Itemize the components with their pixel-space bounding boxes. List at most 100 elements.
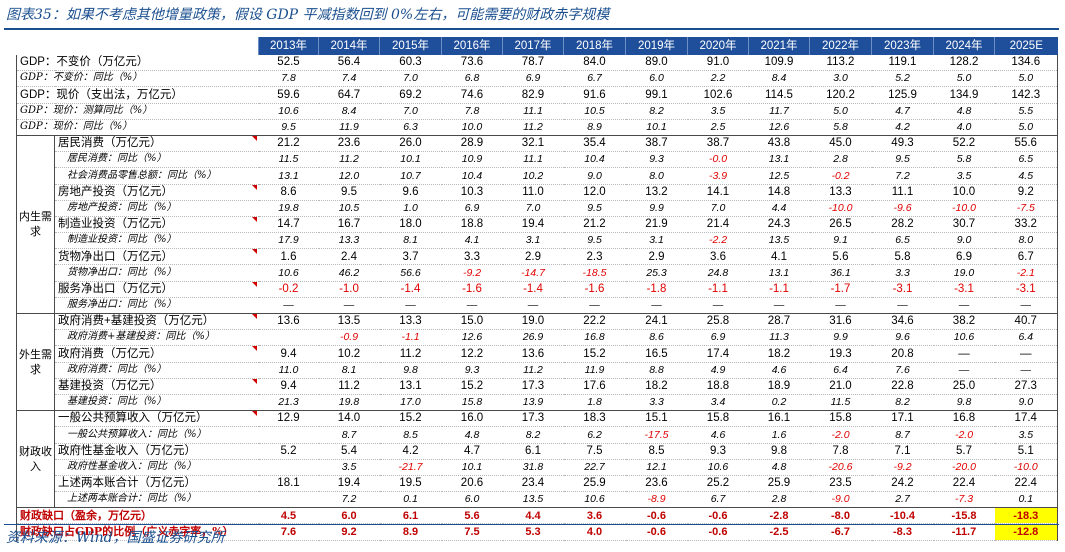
value-cell: 11.5 [809,394,872,412]
group-label-domestic: 内生需求 [16,134,55,315]
value-cell: 28.9 [441,134,503,153]
value-cell: -2.5 [748,523,810,541]
value-cell: 5.0 [809,103,872,120]
row-label: 一般公共预算收入：同比（%） [54,426,259,444]
year-header: 2014年 [318,37,380,55]
value-cell: 3.5 [994,426,1058,444]
value-cell: 13.6 [502,345,564,363]
value-cell: 2.7 [871,491,934,509]
value-cell: 64.7 [318,86,380,104]
value-cell: -10.0 [994,459,1058,476]
value-cell: 13.2 [625,184,688,201]
value-cell: 9.8 [748,443,810,460]
value-cell: 4.1 [748,248,810,266]
value-cell: 73.6 [441,55,503,72]
value-cell: 13.6 [258,312,319,331]
value-cell: 7.2 [318,491,380,509]
value-cell: 12.1 [625,459,688,476]
value-cell: 12.2 [441,345,503,363]
value-cell: 4.8 [748,459,810,476]
value-cell: 12.0 [563,184,626,201]
value-cell: 8.1 [379,232,442,250]
value-cell: 4.5 [258,507,319,525]
value-cell: -10.0 [809,200,872,217]
value-cell: 9.3 [625,151,688,169]
value-cell: 10.1 [441,459,503,476]
value-cell: 11.2 [379,345,442,363]
value-cell: 2.5 [687,119,749,136]
value-cell: 10.9 [441,151,503,169]
row-label: 政府消费（万亿元） [54,345,259,363]
value-cell: 18.2 [748,345,810,363]
value-cell: — [625,297,688,315]
value-cell: 18.0 [379,216,442,234]
value-cell: 4.4 [748,200,810,217]
value-cell: 3.3 [871,264,934,282]
value-cell: -9.0 [809,491,872,509]
value-cell: 8.2 [625,103,688,120]
value-cell: 19.8 [318,394,380,412]
value-cell: 18.3 [563,410,626,428]
value-cell: 1.6 [258,248,319,266]
value-cell: 15.0 [441,312,503,331]
value-cell: 11.9 [563,362,626,379]
value-cell: 8.5 [625,443,688,460]
value-cell: — [687,297,749,315]
value-cell: 45.0 [809,134,872,153]
value-cell: 82.9 [502,86,564,104]
value-cell: 20.8 [871,345,934,363]
value-cell: 19.5 [379,475,442,493]
value-cell: — [809,297,872,315]
value-cell: 9.6 [379,184,442,201]
value-cell: 4.2 [379,443,442,460]
row-label: 财政缺口占GDP的比例（广义赤字率，%） [16,523,259,541]
value-cell: 11.2 [318,151,380,169]
value-cell: 18.2 [625,378,688,395]
value-cell: 4.6 [687,426,749,444]
value-cell: 19.3 [809,345,872,363]
value-cell: 7.0 [502,200,564,217]
value-cell: 5.0 [933,70,995,88]
table-row: 一般公共预算收入：同比（%） 8.7 8.5 4.8 8.2 6.2 -17.5 4.6 1.6… [17,426,1058,444]
value-cell: 109.9 [748,55,810,72]
value-cell: 15.2 [563,345,626,363]
value-cell: 8.0 [625,167,688,185]
value-cell: 9.1 [809,232,872,250]
value-cell: 9.5 [258,119,319,136]
value-cell: -6.7 [809,523,872,541]
value-cell: 5.6 [441,507,503,525]
value-cell [258,491,319,509]
value-cell: 12.5 [748,167,810,185]
value-cell: 18.8 [687,378,749,395]
row-label: 制造业投资（万亿元） [54,216,259,234]
year-header: 2025E [994,37,1058,55]
value-cell: 10.6 [563,491,626,509]
table-row: 政府消费+基建投资：同比（%） -0.9 -1.1 12.6 26.9 16.8 8.6 6.… [17,329,1058,347]
chart-title: 图表35：如果不考虑其他增量政策，假设 GDP 平减指数回到 0%左右，可能需要… [6,7,610,23]
value-cell: 13.3 [379,312,442,331]
value-cell: 27.3 [994,378,1058,395]
value-cell: 8.7 [318,426,380,444]
value-cell: 10.4 [441,167,503,185]
value-cell: 91.0 [687,55,749,72]
table-row: GDP：不变价（万亿元） 52.5 56.4 60.3 73.6 78.7 84.0 89.0… [16,55,1058,72]
value-cell: -8.9 [625,491,688,509]
value-cell: 6.9 [441,200,503,217]
value-cell: -1.0 [318,281,380,298]
value-cell: 8.7 [871,426,934,444]
value-cell: — [994,297,1058,315]
year-header: 2013年 [258,37,319,55]
value-cell: 21.0 [809,378,872,395]
value-cell: -0.6 [687,507,749,525]
value-cell: 24.2 [871,475,934,493]
value-cell: -12.8 [994,523,1058,541]
value-cell: 23.6 [625,475,688,493]
table-row: 房地产投资：同比（%） 19.8 10.5 1.0 6.9 7.0 9.5 9.9 7.0 4.4… [17,200,1058,217]
value-cell: 33.2 [994,216,1058,234]
value-cell: 38.7 [625,134,688,153]
value-cell: 24.1 [625,312,688,331]
value-cell: 2.8 [809,151,872,169]
value-cell: 7.8 [809,443,872,460]
value-cell: 19.8 [258,200,319,217]
value-cell: 5.6 [809,248,872,266]
